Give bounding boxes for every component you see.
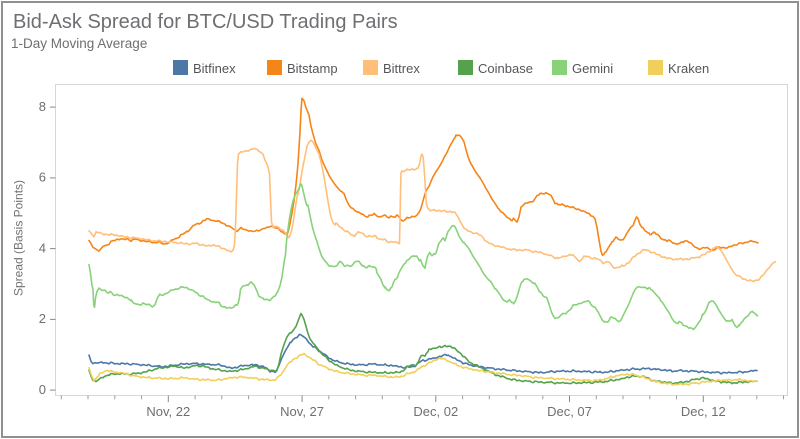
- svg-text:Nov, 27: Nov, 27: [280, 404, 324, 419]
- svg-text:Dec, 07: Dec, 07: [547, 404, 592, 419]
- svg-text:Dec, 12: Dec, 12: [681, 404, 726, 419]
- svg-text:Dec, 02: Dec, 02: [413, 404, 458, 419]
- svg-text:2: 2: [39, 311, 46, 326]
- svg-text:Nov, 22: Nov, 22: [146, 404, 190, 419]
- svg-text:4: 4: [39, 240, 46, 255]
- svg-text:0: 0: [39, 382, 46, 397]
- svg-text:8: 8: [39, 99, 46, 114]
- svg-text:6: 6: [39, 170, 46, 185]
- svg-text:Spread (Basis Points): Spread (Basis Points): [12, 180, 26, 296]
